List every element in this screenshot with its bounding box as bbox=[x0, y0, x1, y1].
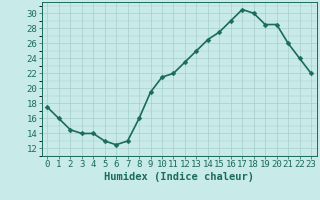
X-axis label: Humidex (Indice chaleur): Humidex (Indice chaleur) bbox=[104, 172, 254, 182]
